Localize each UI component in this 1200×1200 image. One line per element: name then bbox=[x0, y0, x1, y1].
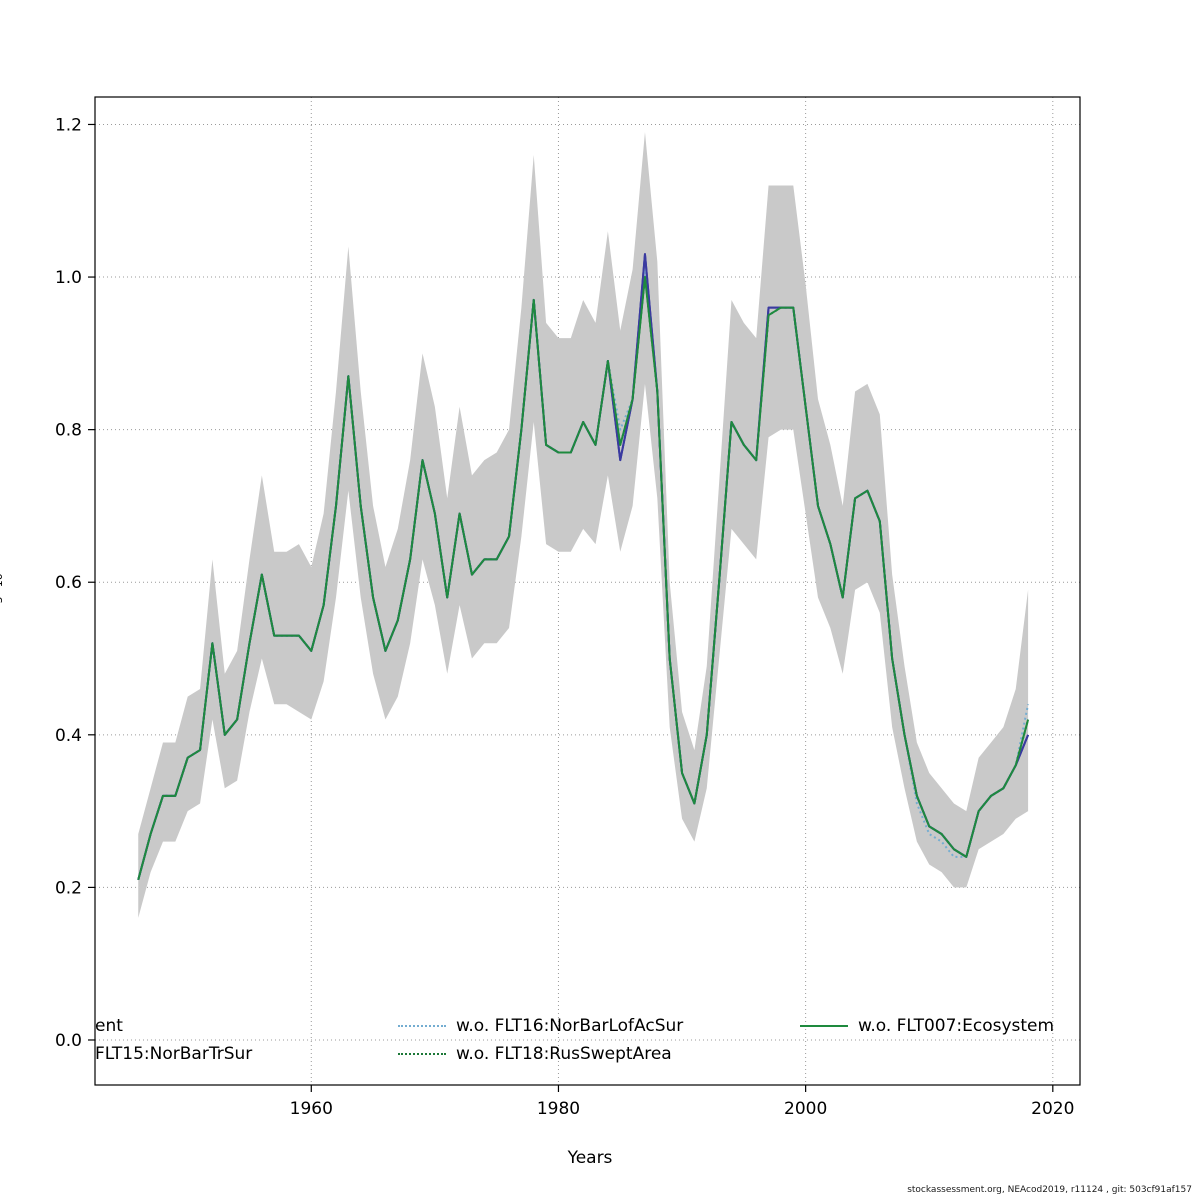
y-tick-label: 0.2 bbox=[55, 878, 82, 898]
y-tick-label: 1.2 bbox=[55, 115, 82, 135]
y-tick-label: 0.4 bbox=[55, 726, 82, 746]
x-axis-label: Years bbox=[567, 1148, 613, 1168]
plot-border bbox=[94, 96, 1081, 1086]
footer-credit: stockassessment.org, NEAcod2019, r11124 … bbox=[907, 1185, 1192, 1195]
x-tick-label: 2000 bbox=[784, 1099, 827, 1119]
x-tick-label: 2020 bbox=[1031, 1099, 1074, 1119]
x-tick-label: 1960 bbox=[290, 1099, 333, 1119]
y-axis-label: F5−10 bbox=[0, 573, 5, 613]
y-tick-label: 0.0 bbox=[55, 1031, 82, 1051]
y-tick-label: 0.8 bbox=[55, 421, 82, 441]
confidence-band bbox=[138, 132, 1029, 918]
y-tick-label: 0.6 bbox=[55, 573, 82, 593]
y-axis-label-main: F bbox=[0, 603, 3, 613]
series-line-wo-flt007-ecosystem bbox=[137, 276, 1030, 881]
y-tick-label: 1.0 bbox=[55, 268, 82, 288]
y-axis-label-subscript: 5−10 bbox=[0, 573, 6, 604]
x-tick-label: 1980 bbox=[537, 1099, 580, 1119]
